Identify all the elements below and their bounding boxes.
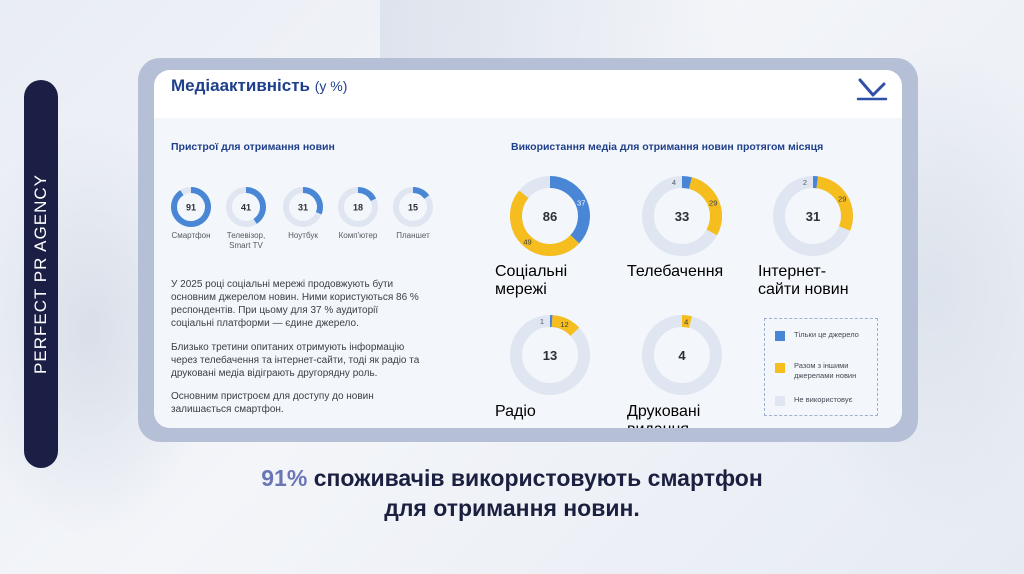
media-donut-label: Соціальні мережі	[495, 263, 568, 298]
legend-label-only: Тільки це джерело	[794, 330, 859, 339]
headline-line-1: 91% споживачів використовують смартфон	[0, 464, 1024, 492]
device-donut-label: Комп'ютер	[338, 231, 378, 240]
device-donut: 31 Ноутбук	[273, 185, 333, 241]
device-donut: 41 Телевізор, Smart TV	[216, 185, 276, 251]
media-donut-total: 4	[678, 348, 686, 363]
legend-label-not-used: Не використовує	[794, 395, 853, 404]
media-legend: Тільки це джерело Разом з іншими джерела…	[764, 318, 878, 416]
device-donut: 18 Комп'ютер	[328, 185, 388, 241]
agency-sidebar: PERFECT PR AGENCY	[24, 80, 58, 468]
media-donut-total: 31	[806, 209, 820, 224]
device-donut-segment	[412, 187, 430, 199]
media-donut-chart: 44	[642, 315, 722, 395]
media-donut-label: Друковані видання	[627, 403, 701, 428]
paragraph-1: У 2025 році соціальні мережі продовжують…	[171, 279, 419, 329]
device-donut-chart: 31	[283, 187, 323, 227]
device-donut-chart: 18	[338, 187, 378, 227]
device-donut-value: 31	[298, 203, 308, 213]
device-donut-label: Ноутбук	[288, 231, 318, 240]
media-segment-with-others	[551, 315, 580, 337]
legend-swatch-with-others	[775, 363, 785, 373]
agency-name: PERFECT PR AGENCY	[31, 174, 50, 374]
media-segment-only	[549, 176, 590, 244]
media-donut-chart: 2 29 31	[773, 176, 853, 256]
media-donut-label: Телебачення	[627, 263, 724, 280]
media-donut-chart: 1 12 13	[510, 315, 590, 395]
media-segment-only-label: 2	[803, 178, 807, 187]
device-donut-segment	[357, 187, 377, 202]
media-segment-with-others-label: 4	[684, 317, 688, 326]
headline-accent: 91%	[261, 465, 308, 491]
legend-swatch-not-used	[775, 396, 785, 406]
card-title-unit: (у %)	[314, 78, 348, 94]
device-donut-chart: 91	[171, 187, 211, 227]
device-donut-segment	[245, 187, 266, 224]
device-donut-label: Телевізор, Smart TV	[226, 231, 266, 250]
media-donut-total: 13	[543, 348, 557, 363]
media-donut-total: 33	[675, 209, 689, 224]
device-donut-value: 18	[353, 203, 363, 213]
media-segment-only-label: 1	[540, 317, 544, 326]
media-donut-total: 86	[543, 209, 557, 224]
paragraph-2: Близько третини опитаних отримують інфор…	[171, 342, 420, 379]
v-check-logo-icon	[856, 78, 888, 101]
media-segment-only-label: 4	[672, 178, 676, 187]
media-donut-label: Радіо	[495, 403, 536, 420]
media-segment-with-others	[681, 315, 692, 328]
device-donut-segment	[171, 187, 211, 227]
legend-label-with-others: Разом з іншими джерелами новин	[794, 361, 857, 380]
infographic-card: Медіаактивність (у %) Пристрої для отрим…	[154, 70, 902, 428]
media-segment-with-others	[510, 190, 580, 256]
device-donut: 91 Смартфон	[161, 185, 221, 241]
device-donut-chart: 15	[393, 187, 433, 227]
media-donut-label: Інтернет-сайти новин	[758, 263, 849, 298]
media-segment-with-others	[688, 177, 722, 236]
device-donut-label: Смартфон	[171, 231, 211, 240]
media-title: Використання медіа для отримання новин п…	[511, 141, 824, 153]
media-donut-chart: 37 49 86	[510, 176, 590, 256]
media-segment-with-others	[816, 176, 853, 231]
media-segment-only-label: 37	[577, 198, 585, 207]
device-donut-value: 91	[186, 203, 196, 213]
card-body: Пристрої для отримання новин 91 Смартфон 4…	[154, 118, 902, 428]
device-donut-value: 15	[408, 203, 418, 213]
devices-title: Пристрої для отримання новин	[171, 141, 335, 153]
media-segment-with-others-label: 29	[709, 198, 717, 207]
device-donut-chart: 41	[226, 187, 266, 227]
media-segment-with-others-label: 49	[523, 238, 531, 247]
device-donut: 15 Планшет	[383, 185, 443, 241]
device-donut-value: 41	[241, 203, 251, 213]
device-donut-segment	[302, 187, 323, 215]
headline-line-1-text: споживачів використовують смартфон	[313, 465, 763, 491]
card-title: Медіаактивність (у %)	[171, 76, 347, 96]
media-donut-chart: 4 29 33	[642, 176, 722, 256]
card-title-text: Медіаактивність	[171, 76, 310, 95]
headline-line-2: для отримання новин.	[384, 495, 640, 521]
media-segment-with-others-label: 29	[838, 195, 846, 204]
device-donut-label: Планшет	[396, 231, 430, 240]
card-header: Медіаактивність (у %)	[154, 70, 902, 118]
media-segment-only	[681, 176, 692, 189]
legend-swatch-only	[775, 331, 785, 341]
paragraph-3: Основним пристроєм для доступу до новин …	[171, 391, 374, 415]
media-segment-with-others-label: 12	[560, 320, 568, 329]
